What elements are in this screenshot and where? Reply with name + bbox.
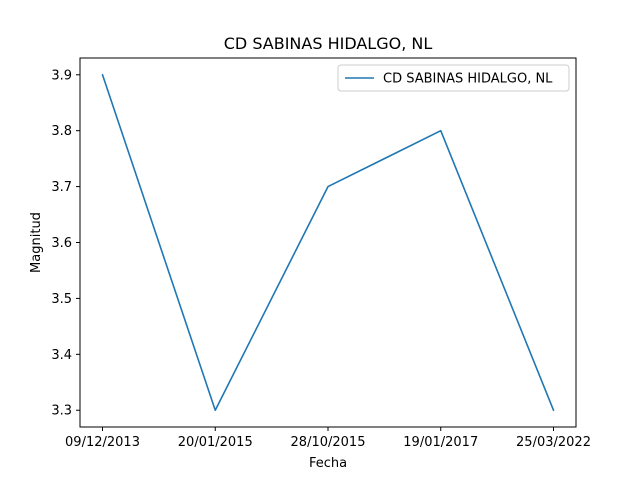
x-tick-label: 28/10/2015 xyxy=(291,435,366,450)
y-tick-label: 3.6 xyxy=(51,236,72,251)
x-tick-label: 20/01/2015 xyxy=(178,435,253,450)
legend-label: CD SABINAS HIDALGO, NL xyxy=(383,72,553,87)
x-tick-label: 19/01/2017 xyxy=(403,435,478,450)
x-axis-title: Fecha xyxy=(309,456,347,471)
y-tick-label: 3.8 xyxy=(51,124,72,139)
legend: CD SABINAS HIDALGO, NL xyxy=(337,64,570,92)
legend-box xyxy=(337,64,570,92)
y-tick-label: 3.9 xyxy=(51,68,72,83)
y-axis-title: Magnitud xyxy=(29,212,44,273)
y-axis: 3.3 3.4 3.5 3.6 3.7 3.8 3.9 xyxy=(51,68,80,419)
x-tick-label: 09/12/2013 xyxy=(65,435,140,450)
y-tick-label: 3.7 xyxy=(51,180,72,195)
x-axis: 09/12/2013 20/01/2015 28/10/2015 19/01/2017… xyxy=(65,427,591,450)
chart-title: CD SABINAS HIDALGO, NL xyxy=(224,34,433,53)
y-tick-label: 3.5 xyxy=(51,292,72,307)
series-line xyxy=(101,73,555,412)
series-layer xyxy=(101,73,555,412)
x-tick-label: 25/03/2022 xyxy=(516,435,591,450)
y-tick-label: 3.3 xyxy=(51,404,72,419)
plot-frame xyxy=(79,57,577,428)
y-tick-label: 3.4 xyxy=(51,348,72,363)
